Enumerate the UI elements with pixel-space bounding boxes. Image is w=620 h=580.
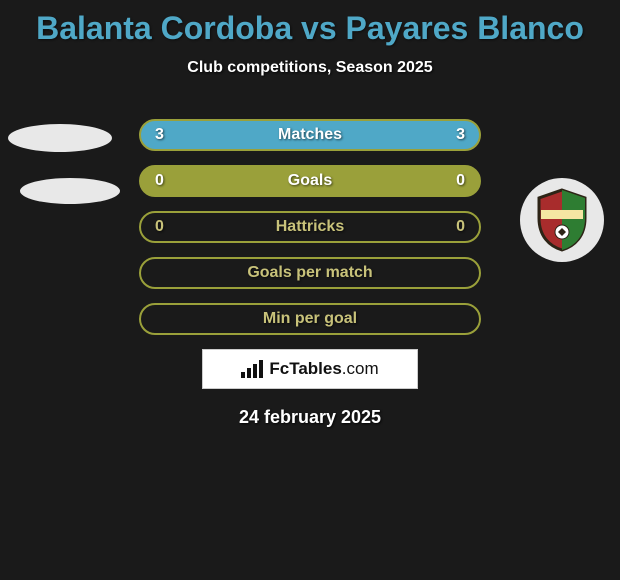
stat-row-min-per-goal: Min per goal <box>139 303 481 335</box>
stat-row-goals: 0 Goals 0 <box>139 165 481 197</box>
stat-left-value: 0 <box>155 172 195 190</box>
stat-right-value: 3 <box>425 126 465 144</box>
stat-label: Min per goal <box>195 310 425 328</box>
stat-row-matches: 3 Matches 3 <box>139 119 481 151</box>
subtitle: Club competitions, Season 2025 <box>0 59 620 77</box>
player-left-placeholder-2 <box>20 178 120 204</box>
stat-right-value: 0 <box>425 218 465 236</box>
shield-icon <box>535 188 589 252</box>
stat-label: Goals <box>195 172 425 190</box>
player-left-placeholder-1 <box>8 124 112 152</box>
brand-box[interactable]: FcTables.com <box>202 349 418 389</box>
stat-right-value: 0 <box>425 172 465 190</box>
stat-row-goals-per-match: Goals per match <box>139 257 481 289</box>
stat-label: Hattricks <box>195 218 425 236</box>
brand-name: FcTables <box>269 359 341 378</box>
stat-label: Goals per match <box>195 264 425 282</box>
page-title: Balanta Cordoba vs Payares Blanco <box>0 0 620 47</box>
team-badge-right <box>520 178 604 262</box>
stat-left-value: 3 <box>155 126 195 144</box>
stat-left-value: 0 <box>155 218 195 236</box>
brand-tld: .com <box>342 359 379 378</box>
date-text: 24 february 2025 <box>0 407 620 428</box>
stat-label: Matches <box>195 126 425 144</box>
stat-row-hattricks: 0 Hattricks 0 <box>139 211 481 243</box>
bar-chart-icon <box>241 360 263 378</box>
brand-text: FcTables.com <box>269 359 378 379</box>
